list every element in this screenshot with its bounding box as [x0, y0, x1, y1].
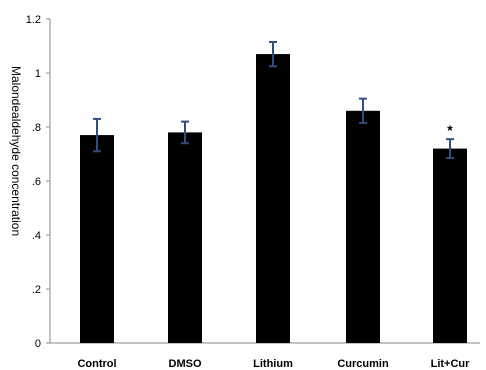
x-tick-labels: Control DMSO Lithium Curcumin Lit+Cur — [77, 358, 470, 370]
y-tick-labels: 0 .2 .4 .6 .8 1 1.2 — [26, 14, 41, 350]
bar-control — [80, 135, 114, 343]
bars — [80, 54, 467, 343]
bar-dmso — [168, 132, 202, 343]
significance-marker: * — [447, 122, 453, 138]
x-tick-label: Control — [77, 358, 116, 370]
y-tick-label: .6 — [32, 176, 41, 188]
y-tick-label: 1.2 — [26, 14, 41, 26]
bar-curcumin — [346, 110, 380, 343]
y-tick-label: .2 — [32, 284, 41, 296]
bar-lithium — [256, 54, 290, 343]
y-tick-label: .4 — [32, 230, 41, 242]
x-tick-label: Curcumin — [337, 358, 389, 370]
y-tick-label: 0 — [35, 338, 41, 350]
annotations: * — [447, 122, 453, 138]
y-tick-label: .8 — [32, 122, 41, 134]
x-tick-label: Lithium — [253, 358, 293, 370]
bar-lit-cur — [433, 148, 467, 343]
x-tick-label: DMSO — [169, 358, 202, 370]
y-axis-label: Malondealdehyde concentration — [9, 66, 23, 236]
y-tick-label: 1 — [35, 68, 41, 80]
x-tick-label: Lit+Cur — [431, 358, 471, 370]
error-bars — [93, 40, 454, 160]
